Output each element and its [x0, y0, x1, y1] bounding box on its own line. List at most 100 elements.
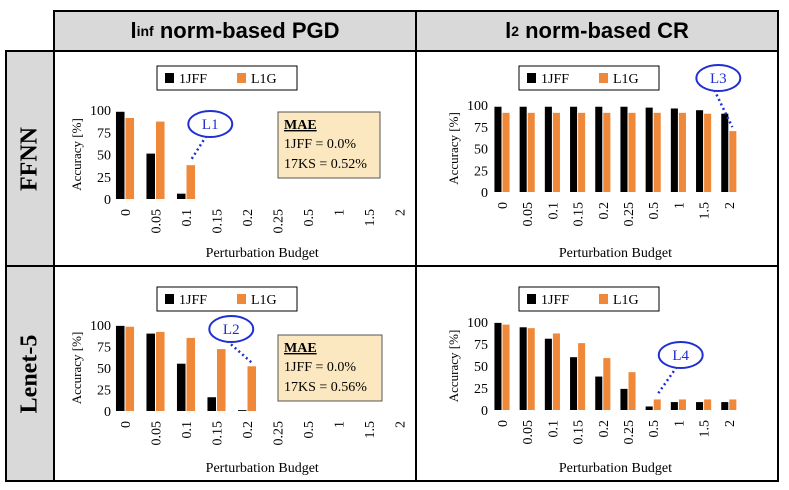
- ffnn-pgd-ytick-label: 25: [97, 171, 111, 186]
- lenet-cr-ytick-label: 0: [481, 404, 488, 419]
- row-header-lenet: Lenet-5: [5, 265, 55, 482]
- chart-lenet-cr: 1JFF L1G 0 25 50 75 100 Accuracy [%] 0 0.05 0.1 0.1…: [446, 286, 738, 476]
- ffnn-pgd-bar-1JFF-0: [115, 111, 125, 199]
- ffnn-cr-xtick-label: 0.2: [597, 202, 612, 220]
- ffnn-pgd-bar-L1G-0: [125, 118, 135, 199]
- ffnn-cr-bar-1JFF-0.5: [645, 107, 653, 192]
- lenet-cr-bar-L1G-0: [502, 324, 510, 410]
- ffnn-cr-ytick-label: 50: [474, 143, 488, 158]
- ffnn-pgd-xtick-label: 0.25: [272, 209, 287, 234]
- row-header-ffnn-label: FFNN: [16, 126, 43, 191]
- lenet-pgd-callout-ellipse: [208, 315, 255, 343]
- ffnn-cr-bar-1JFF-0.2: [595, 106, 603, 192]
- lenet-pgd-bar-1JFF-0.2: [237, 410, 247, 411]
- ffnn-cr-bar-L1G-0.25: [628, 112, 636, 192]
- ffnn-cr-bar-1JFF-1.5: [696, 110, 704, 192]
- ffnn-pgd-callout-ellipse: [187, 110, 234, 138]
- column-header-pgd-rest: norm-based PGD: [153, 18, 340, 43]
- lenet-cr-xtick-label: 1.5: [698, 420, 713, 438]
- ffnn-pgd-callout-label: L1: [202, 117, 219, 133]
- lenet-cr-xtick-label: 2: [723, 420, 738, 427]
- lenet-pgd-mae-line: 1JFF = 0.0%: [284, 360, 356, 375]
- lenet-cr-bar-1JFF-0.15: [570, 357, 578, 410]
- ffnn-pgd-xtick-label: 0.15: [211, 209, 226, 234]
- row-header-lenet-label: Lenet-5: [16, 334, 43, 413]
- lenet-pgd-bar-1JFF-0: [115, 325, 125, 411]
- column-header-pgd: l inf norm-based PGD: [53, 10, 417, 52]
- ffnn-pgd-ytick-label: 0: [104, 193, 111, 208]
- ffnn-pgd-mae-title: MAE: [284, 118, 317, 133]
- ffnn-cr-bar-L1G-0.1: [552, 112, 560, 192]
- lenet-pgd-bar-L1G-0.2: [247, 366, 257, 411]
- ffnn-pgd-xtick-label: 0: [119, 209, 134, 216]
- lenet-pgd-bar-1JFF-0.1: [176, 363, 186, 411]
- lenet-pgd-bar-L1G-0.1: [186, 337, 196, 411]
- lenet-cr-ytick-label: 75: [474, 338, 488, 353]
- chart-ffnn-cr: 1JFF L1G 0 25 50 75 100 Accuracy [%] 0 0.05 0.1 0.1…: [446, 64, 742, 261]
- ffnn-cr-callout-label: L3: [710, 71, 727, 87]
- lenet-cr-bar-1JFF-0.5: [645, 406, 653, 410]
- lenet-cr-xtick-label: 0.5: [647, 420, 662, 438]
- ffnn-cr-bar-1JFF-1: [670, 108, 678, 192]
- ffnn-cr-legend-box: [518, 65, 660, 91]
- ffnn-cr-xtick-label: 0.05: [521, 202, 536, 227]
- ffnn-cr-xtick-label: 0.15: [572, 202, 587, 227]
- ffnn-cr-bar-L1G-1.5: [704, 113, 712, 192]
- lenet-cr-xtick-label: 0.1: [546, 420, 561, 438]
- lenet-cr-bar-L1G-0.2: [603, 358, 611, 410]
- ffnn-pgd-legend-swatch-1JFF: [165, 73, 174, 83]
- lenet-pgd-xtick-label: 0: [119, 421, 134, 428]
- lenet-pgd-mae-box: [277, 334, 383, 402]
- ffnn-cr-ytick-label: 100: [467, 99, 488, 114]
- lenet-cr-callout-label: L4: [672, 348, 689, 364]
- lenet-pgd-bar-L1G-0.05: [156, 331, 165, 411]
- lenet-pgd-ytick-label: 100: [90, 319, 111, 334]
- ffnn-cr-bar-L1G-0.2: [603, 112, 611, 192]
- ffnn-cr-x-axis-label: Perturbation Budget: [559, 246, 672, 261]
- lenet-cr-bar-1JFF-0.25: [620, 388, 628, 410]
- ffnn-cr-xtick-label: 2: [723, 202, 738, 209]
- lenet-pgd-xtick-label: 0.5: [302, 421, 317, 439]
- lenet-pgd-callout-leader: [226, 340, 253, 364]
- lenet-pgd-xtick-label: 0.2: [241, 421, 256, 439]
- ffnn-pgd-ytick-label: 75: [97, 126, 111, 141]
- lenet-cr-bar-1JFF-0.05: [519, 327, 527, 410]
- ffnn-pgd-xtick-label: 2: [394, 209, 409, 216]
- ffnn-cr-bar-1JFF-0.05: [519, 106, 527, 192]
- ffnn-cr-bar-L1G-1: [678, 112, 686, 192]
- column-header-cr-rest: norm-based CR: [519, 18, 689, 43]
- lenet-cr-legend-box: [518, 286, 660, 312]
- lenet-pgd-mae-title: MAE: [284, 341, 317, 356]
- ffnn-pgd-legend-label-L1G: L1G: [251, 72, 277, 87]
- lenet-cr-bar-1JFF-1.5: [696, 402, 704, 410]
- lenet-cr-bar-L1G-0.5: [653, 399, 661, 410]
- ffnn-pgd-bar-1JFF-0.05: [146, 153, 155, 199]
- ffnn-cr-y-axis-label: Accuracy [%]: [446, 112, 461, 185]
- lenet-cr-xtick-label: 0.15: [572, 420, 587, 445]
- ffnn-cr-legend-label-L1G: L1G: [613, 72, 639, 87]
- ffnn-cr-xtick-label: 1: [672, 202, 687, 209]
- ffnn-cr-xtick-label: 0.5: [647, 202, 662, 220]
- ffnn-pgd-bar-L1G-0.1: [186, 165, 196, 199]
- ffnn-cr-bar-1JFF-0.15: [570, 106, 578, 192]
- ffnn-pgd-legend-box: [156, 65, 298, 91]
- ffnn-cr-legend-swatch-L1G: [599, 73, 608, 83]
- ffnn-cr-bar-1JFF-2: [721, 113, 729, 192]
- lenet-cr-ytick-label: 50: [474, 360, 488, 375]
- ffnn-cr-legend-label-1JFF: 1JFF: [541, 72, 569, 87]
- ffnn-cr-xtick-label: 0: [496, 202, 511, 209]
- lenet-pgd-xtick-label: 1: [333, 421, 348, 428]
- lenet-pgd-legend-swatch-1JFF: [165, 294, 174, 304]
- lenet-cr-bar-1JFF-0: [494, 322, 502, 410]
- chart-lenet-pgd: 1JFF L1G 0 25 50 75 100 Accuracy [%] 0 0.05 0.1 0.1…: [69, 286, 409, 476]
- ffnn-pgd-mae-box: [277, 111, 381, 179]
- lenet-cr-bar-L1G-0.1: [552, 333, 560, 410]
- ffnn-pgd-xtick-label: 0.5: [302, 209, 317, 227]
- lenet-cr-bar-1JFF-0.2: [595, 376, 603, 410]
- lenet-cr-legend-label-1JFF: 1JFF: [541, 293, 569, 308]
- lenet-pgd-xtick-label: 0.25: [272, 421, 287, 446]
- column-header-cr-main: l: [505, 18, 512, 43]
- lenet-pgd-y-axis-label: Accuracy [%]: [69, 332, 84, 405]
- column-header-pgd-sub: inf: [136, 23, 154, 39]
